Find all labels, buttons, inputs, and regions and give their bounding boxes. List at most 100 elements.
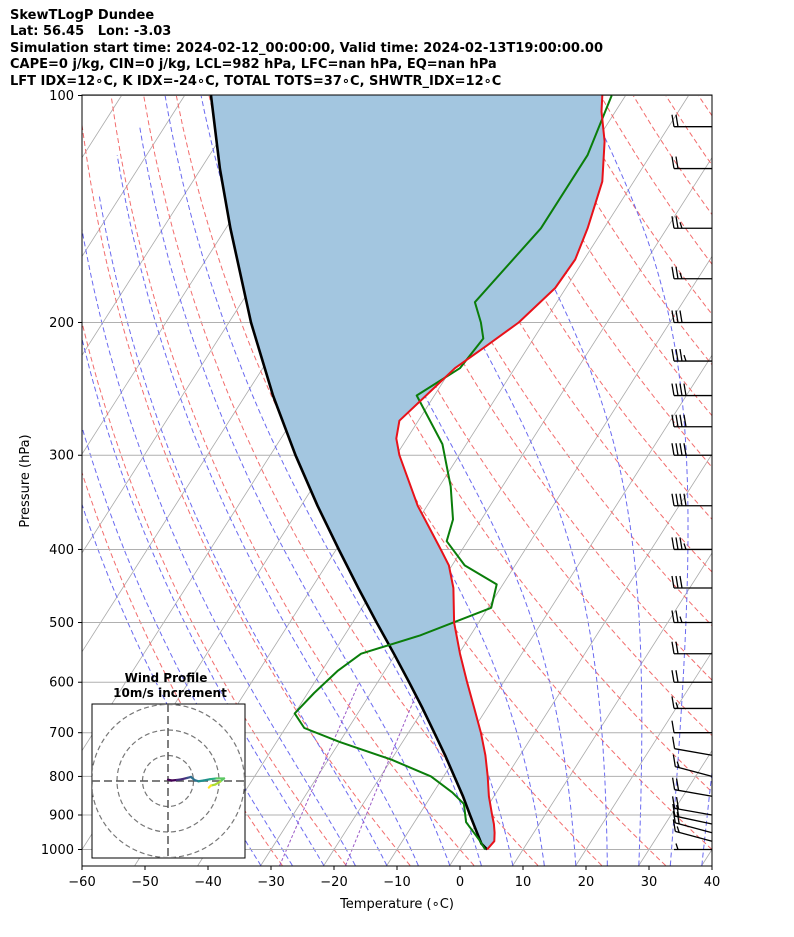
mixing-ratio-line: [345, 682, 422, 866]
moist-adiabat: [82, 425, 293, 866]
barb-flag-full: [675, 216, 679, 229]
wind-barb: [671, 641, 712, 655]
x-axis-label: Temperature (∘C): [339, 897, 454, 912]
barb-flag-full: [683, 443, 687, 456]
barb-flag-half: [675, 702, 679, 709]
y-tick-label: 800: [49, 770, 74, 785]
barb-flag-full: [671, 610, 675, 623]
dewpoint-profile-line: [293, 95, 613, 851]
hodograph-area: [92, 704, 245, 858]
barb-flag-full: [683, 493, 687, 506]
dry-adiabat: [241, 95, 712, 851]
barb-flag-half: [676, 761, 680, 768]
simulation-times: Simulation start time: 2024-02-12_00:00:…: [10, 40, 603, 56]
wind-barb: [671, 383, 712, 397]
wind-barb: [671, 114, 712, 128]
isotherm-line: [197, 95, 689, 866]
barb-flag-full: [671, 414, 675, 427]
y-axis-label: Pressure (hPa): [18, 434, 33, 527]
barb-flag-half: [683, 543, 687, 550]
wind-barb: [671, 216, 712, 229]
x-tick-label: −50: [131, 875, 158, 890]
wind-barb: [671, 736, 713, 756]
wind-profile-inset: Wind Profile 10m/s increment: [91, 671, 246, 859]
wind-barb: [671, 537, 712, 551]
isotherm-line: [82, 95, 248, 357]
y-tick-label: 400: [49, 543, 74, 558]
wind-barb: [671, 156, 712, 170]
y-tick-label: 1000: [41, 843, 74, 858]
dry-adiabat: [697, 95, 712, 117]
wind-barb: [674, 843, 712, 851]
barb-flag-full: [671, 720, 675, 733]
barb-flag-full: [675, 493, 679, 506]
barb-flag-full: [679, 537, 683, 550]
wind-barb: [671, 414, 712, 428]
parcel-profile-line: [209, 95, 489, 851]
dry-adiabat: [82, 320, 347, 866]
hodograph-segment: [207, 784, 212, 789]
barb-flag-full: [675, 641, 679, 654]
barb-flag-full: [683, 414, 687, 427]
barb-flag-full: [679, 414, 683, 427]
barb-flag-half: [679, 616, 683, 623]
y-tick-label: 200: [49, 316, 74, 331]
moist-adiabat: [98, 193, 388, 866]
x-tick-label: 40: [704, 875, 721, 890]
barb-shaft: [675, 765, 713, 778]
barb-flag-full: [679, 575, 683, 589]
barb-shaft: [674, 815, 713, 825]
barb-flag-full: [671, 383, 675, 396]
barb-flag-full: [671, 670, 675, 683]
barb-flag-full: [671, 348, 675, 362]
barb-flag-half: [679, 222, 683, 229]
barb-flag-full: [671, 310, 675, 323]
barb-flag-full: [675, 443, 679, 456]
barb-flag-half: [679, 272, 683, 279]
barb-flag-full: [671, 777, 676, 790]
dry-adiabat: [764, 96, 794, 866]
x-axis-ticks: −60 −50 −40 −30 −20 −10 0 10 20 30 40: [68, 866, 720, 890]
x-tick-label: 30: [641, 875, 658, 890]
cin-area: [211, 95, 605, 850]
wind-barb: [671, 696, 712, 710]
barb-flag-full: [671, 537, 675, 550]
barb-shaft: [674, 748, 713, 756]
wind-barb: [672, 754, 713, 778]
barb-flag-full: [672, 819, 676, 832]
x-tick-label: −60: [68, 875, 95, 890]
isotherm-line: [575, 651, 712, 866]
moist-adiabat: [116, 155, 419, 866]
moist-adiabat: [584, 95, 689, 866]
x-tick-label: 0: [456, 875, 464, 890]
barb-flag-full: [675, 778, 680, 791]
dry-adiabat: [110, 95, 475, 866]
mixing-ratio-line: [279, 681, 360, 866]
barb-flag-full: [675, 310, 679, 323]
inset-title: Wind Profile: [125, 671, 208, 685]
isotherm-line: [701, 848, 712, 866]
wind-barb: [671, 266, 712, 280]
barb-flag-full: [683, 383, 687, 396]
barb-flag-full: [675, 348, 679, 362]
barb-flag-full: [676, 811, 680, 825]
dry-adiabat: [306, 95, 712, 737]
barb-shaft: [674, 789, 713, 797]
y-tick-label: 900: [49, 808, 74, 823]
barb-flag-full: [672, 754, 676, 767]
barb-flag-full: [671, 493, 675, 506]
barb-flag-full: [671, 266, 675, 279]
wind-barb: [671, 575, 712, 589]
dry-adiabat: [339, 95, 712, 681]
wind-barb: [671, 310, 712, 324]
x-tick-label: 10: [515, 875, 532, 890]
sounding-profiles: [209, 95, 613, 851]
barb-flag-half: [683, 354, 687, 362]
barb-flag-full: [671, 443, 675, 456]
wind-barb: [671, 443, 712, 456]
x-tick-label: −20: [320, 875, 347, 890]
hodograph-ring: [92, 704, 245, 858]
isotherm-line: [260, 156, 712, 866]
station-title: SkewTLogP Dundee: [10, 8, 155, 23]
x-tick-label: −40: [194, 875, 221, 890]
